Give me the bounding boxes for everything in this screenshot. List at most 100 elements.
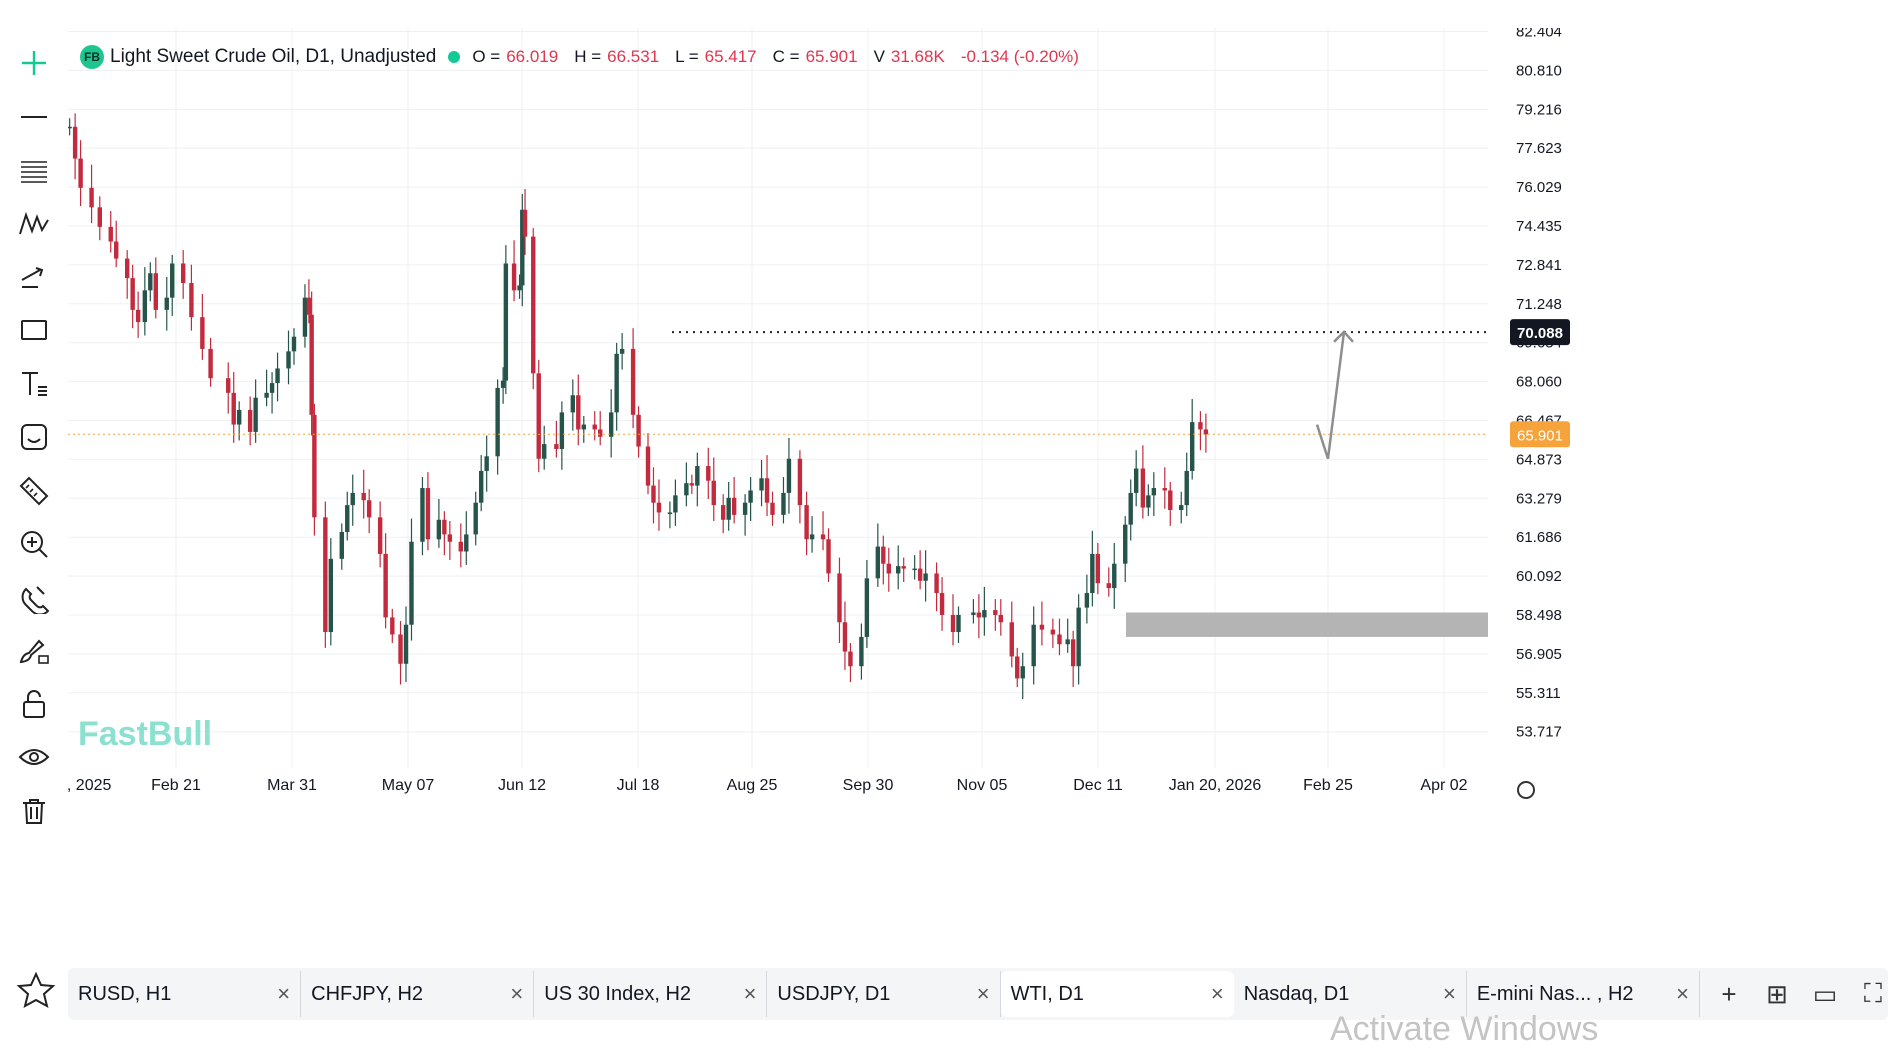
plus-icon[interactable] [14, 43, 54, 83]
close-icon[interactable]: × [1676, 981, 1689, 1006]
window-icon[interactable]: ▭ [1812, 978, 1838, 1009]
candle-body [339, 531, 344, 559]
candle-body [1076, 607, 1081, 667]
price-chart[interactable]: 82.404 80.810 79.216 77.623 76.029 74.435 72.8… [68, 28, 1804, 925]
drawing-toolbar [0, 30, 68, 910]
candle-body [923, 573, 928, 581]
candle-body [231, 392, 236, 425]
y-axis-tick-label: 80.810 [1516, 62, 1562, 79]
chart-canvas[interactable]: 82.404 80.810 79.216 77.623 76.029 74.435 72.8… [68, 28, 1804, 925]
candle-body [291, 336, 297, 352]
close-icon[interactable]: × [1442, 981, 1456, 1006]
pattern-icon[interactable] [14, 204, 54, 244]
candle-body [403, 624, 409, 664]
candle-body [1162, 488, 1167, 491]
tab-chart[interactable]: CHFJPY, H2 × [301, 971, 535, 1017]
candle-body [619, 348, 625, 354]
fib-retracement-icon[interactable] [14, 150, 54, 190]
eye-icon[interactable] [14, 737, 54, 777]
text-icon[interactable] [14, 364, 54, 404]
layout-icon[interactable]: ⊞ [1766, 978, 1788, 1009]
tab-chart[interactable]: E-mini Nas... , H2 × [1467, 971, 1700, 1017]
magnet-icon[interactable] [14, 577, 54, 617]
projection-icon[interactable] [14, 257, 54, 297]
candle-body [350, 492, 355, 506]
candle-body [1140, 468, 1146, 508]
price-tag-last-text: 65.901 [1517, 427, 1563, 444]
close-icon[interactable]: × [1210, 981, 1224, 1006]
tab-label: Nasdaq, D1 [1243, 982, 1350, 1005]
candle-body [842, 622, 848, 652]
candle-body [742, 502, 748, 515]
candle-body [651, 485, 656, 503]
candle-body [901, 566, 906, 569]
candle-body [859, 636, 864, 667]
close-icon[interactable]: × [277, 981, 291, 1006]
y-axis-tick-label: 63.279 [1516, 490, 1562, 507]
candle-body [695, 466, 700, 486]
candle-body [164, 297, 169, 310]
fullscreen-icon[interactable]: ⛶ [1863, 978, 1883, 1008]
star-icon[interactable] [16, 970, 56, 1010]
candle-body [1020, 666, 1025, 679]
tab-chart[interactable]: USDJPY, D1 × [767, 971, 1001, 1017]
candle-body [1050, 629, 1056, 635]
candle-body [748, 490, 753, 503]
candle-body [89, 187, 94, 208]
tab-chart[interactable]: Nasdaq, D1 × [1234, 971, 1467, 1017]
y-axis-tick-label: 76.029 [1516, 179, 1562, 196]
candle-body [956, 614, 961, 633]
y-axis-tick-label: 71.248 [1516, 296, 1562, 313]
candle-body [345, 505, 350, 532]
candle-body [275, 368, 280, 384]
open-value: 66.019 [506, 47, 559, 66]
candle-body [114, 241, 119, 259]
zoom-in-icon[interactable] [14, 524, 54, 564]
candle-body [473, 502, 478, 535]
candle-body [503, 263, 509, 381]
tab-chart[interactable]: US 30 Index, H2 × [534, 971, 768, 1017]
settings-gear-icon[interactable] [1517, 781, 1535, 799]
candle-body [804, 505, 809, 540]
tab-chart[interactable]: RUSD, H1 × [68, 971, 302, 1017]
candle-body [68, 126, 72, 129]
chart-tabs: RUSD, H1 × CHFJPY, H2 × US 30 Index, H2 × U… [68, 968, 1888, 1020]
y-axis-tick-label: 58.498 [1516, 607, 1562, 624]
candle-body [328, 558, 334, 633]
candle-body [269, 383, 275, 393]
trash-icon[interactable] [14, 791, 54, 831]
unlock-icon[interactable] [14, 684, 54, 724]
tab-actions: + ⊞ ▭ ⛶ [1714, 978, 1888, 1010]
close-icon[interactable]: × [976, 981, 990, 1006]
close-icon[interactable]: × [510, 981, 524, 1006]
symbol-title[interactable]: Light Sweet Crude Oil, D1, Unadjusted [110, 46, 437, 67]
candle-body [837, 573, 842, 623]
close-icon[interactable]: × [743, 981, 757, 1006]
candle-body [1128, 492, 1133, 525]
candle-body [148, 273, 153, 291]
candle-body [554, 444, 559, 449]
candle-body [998, 614, 1004, 623]
candle-body [976, 612, 982, 618]
tab-chart-active[interactable]: WTI, D1 × [1000, 971, 1234, 1017]
emoji-icon[interactable] [14, 417, 54, 457]
candle-body [247, 409, 253, 432]
candle-body [1133, 468, 1139, 493]
rectangle-icon[interactable] [14, 310, 54, 350]
add-tab-icon[interactable]: + [1721, 978, 1737, 1009]
candle-body [517, 285, 522, 291]
candle-body [684, 483, 689, 496]
candle-body [982, 610, 987, 618]
y-axis-tick-label: 61.686 [1516, 529, 1562, 546]
horizontal-line-icon[interactable] [14, 97, 54, 137]
candle-body [1031, 624, 1036, 667]
candle-body [706, 466, 711, 481]
candle-body [1189, 422, 1195, 471]
candle-body [189, 283, 194, 318]
candle-body [711, 480, 716, 506]
os-activation-watermark: Activate Windows [1330, 1010, 1599, 1048]
ruler-icon[interactable] [14, 471, 54, 511]
candle-body [993, 610, 998, 615]
candle-body [420, 488, 425, 542]
brush-lock-icon[interactable] [14, 631, 54, 671]
